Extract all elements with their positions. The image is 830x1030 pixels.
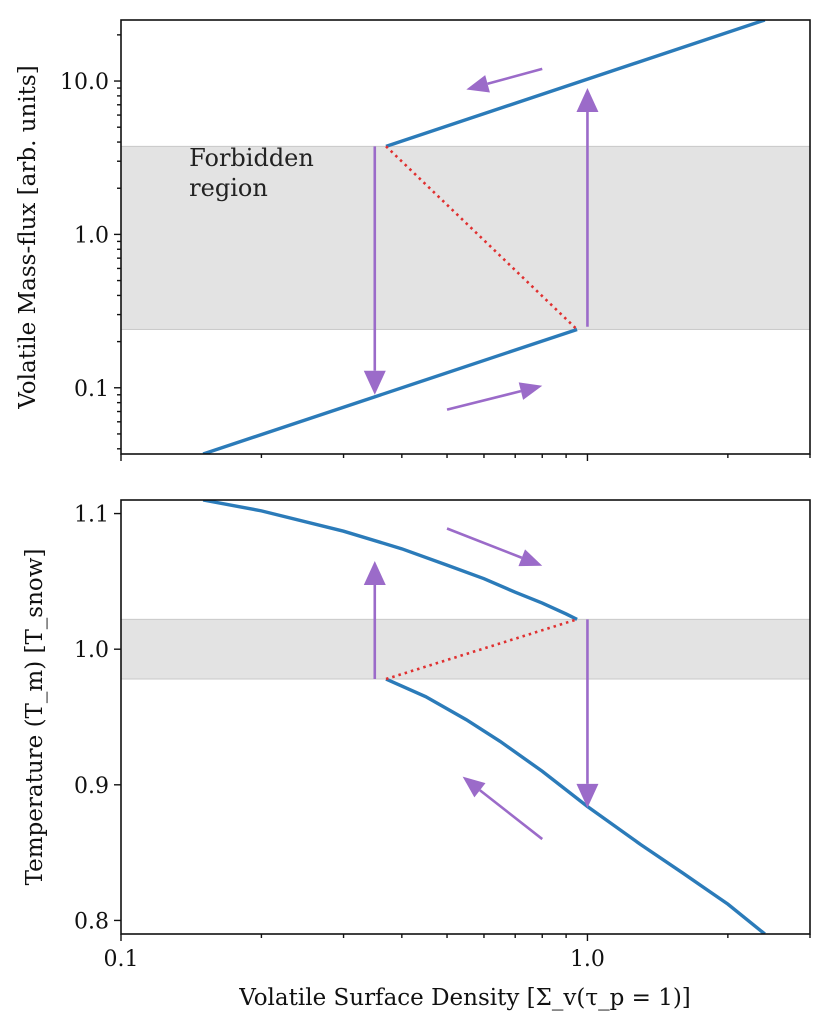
bottom-arrow-head <box>518 549 543 567</box>
top-curves-layer <box>202 20 766 454</box>
bottom-forbidden-band <box>121 618 810 680</box>
bottom-y-axis-label: Temperature (T_m) [T_snow] <box>22 549 48 886</box>
bottom-axes-frame <box>120 499 811 935</box>
top-unstable-branch <box>385 145 578 331</box>
top-y-tick-label: 1.0 <box>74 223 109 248</box>
bottom-y-tick-label: 0.8 <box>74 909 109 934</box>
top-arrow-head <box>576 88 599 113</box>
top-panel: Forbidden region 0.1 1.0 10.0 Volatile Mass… <box>15 19 811 461</box>
bottom-stable-branch-1 <box>385 677 766 934</box>
bottom-arrow-shaft <box>479 789 544 841</box>
x-tick-label: 1.0 <box>570 947 605 972</box>
bottom-band-layer <box>121 618 810 680</box>
bottom-transition-arrow <box>363 561 386 680</box>
x-tick-label: 0.1 <box>104 947 139 972</box>
bottom-unstable-branch <box>385 618 578 681</box>
forbidden-region-label-line: region <box>189 174 268 202</box>
x-axis-label: Volatile Surface Density [Σ_v(τ_p = 1)] <box>238 985 691 1011</box>
top-transition-arrow <box>446 382 543 411</box>
top-ticks-layer: 0.1 1.0 10.0 <box>60 34 811 461</box>
top-arrows-layer <box>363 67 599 411</box>
top-y-tick-label: 0.1 <box>74 377 109 402</box>
top-y-axis-label: Volatile Mass-flux [arb. units] <box>15 65 41 409</box>
bottom-stable-branch-0 <box>202 500 578 621</box>
bottom-y-tick-label: 1.0 <box>74 638 109 663</box>
bottom-arrows-layer <box>363 527 599 841</box>
bottom-y-tick-label: 0.9 <box>74 774 109 799</box>
top-transition-arrow <box>363 146 386 395</box>
forbidden-region-label-line: Forbidden <box>189 144 314 172</box>
top-arrow-head <box>518 382 543 400</box>
bottom-transition-arrow <box>446 527 543 567</box>
bottom-transition-arrow <box>462 776 544 841</box>
bottom-panel: 0.1 1.0 0.8 0.9 1.0 1.1 Temperature (T_m) [T_… <box>22 499 811 1011</box>
top-arrow-head <box>363 370 386 395</box>
top-arrow-head <box>466 75 490 93</box>
top-transition-arrow <box>576 88 599 327</box>
top-forbidden-band <box>121 145 810 330</box>
bottom-arrow-head <box>363 561 386 586</box>
top-arrow-shaft <box>446 389 522 411</box>
top-annotation-layer: Forbidden region <box>189 144 314 202</box>
top-stable-branch-0 <box>202 327 578 454</box>
top-band-layer <box>121 145 810 330</box>
forbidden-region-label: Forbidden region <box>189 144 314 202</box>
bottom-y-tick-label: 1.1 <box>74 503 109 528</box>
top-arrow-shaft <box>487 67 543 86</box>
bottom-transition-arrow <box>576 619 599 808</box>
top-stable-branch-1 <box>385 20 766 148</box>
top-y-tick-label: 10.0 <box>60 70 109 95</box>
bottom-curves-layer <box>202 500 766 934</box>
top-transition-arrow <box>466 67 543 93</box>
bottom-ticks-layer: 0.1 1.0 0.8 0.9 1.0 1.1 <box>74 503 811 972</box>
bottom-arrow-head <box>462 776 486 798</box>
bottom-arrow-head <box>576 783 599 808</box>
bottom-arrow-shaft <box>446 527 523 559</box>
top-axes-frame <box>120 19 811 455</box>
